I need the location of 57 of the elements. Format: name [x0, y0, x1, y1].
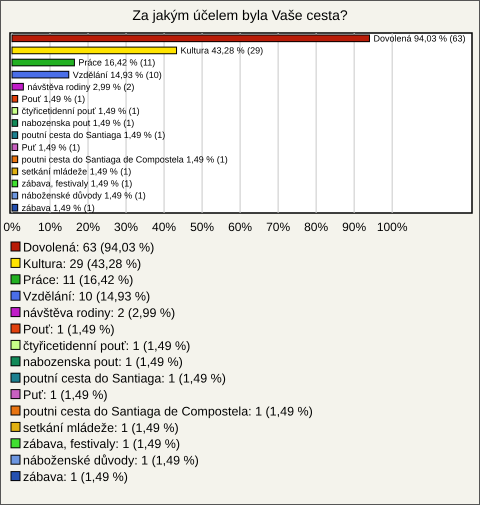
bar [12, 70, 70, 78]
bar [12, 46, 178, 54]
x-tick-label: 20% [76, 220, 100, 234]
x-tick-label: 80% [304, 220, 328, 234]
category-label: Dovolená 94,03 % (63) [373, 33, 466, 44]
text: poutni cesta do Santiaga de Compostela: 1 (1,49 %) [23, 404, 313, 418]
text: Vzdělání: 10 (14,93 %) [23, 290, 150, 304]
bar [12, 94, 18, 103]
category-label: Puť 1,49 % (1) [22, 142, 80, 152]
category-label: zábava, festivaly 1,49 % (1) [22, 178, 132, 189]
bar [12, 34, 370, 42]
text: Kultura: 29 (43,28 %) [23, 256, 142, 271]
bar [12, 82, 24, 91]
x-tick-label: 10% [38, 220, 62, 234]
text: Pouť: 1 (1,49 %) [23, 322, 115, 336]
bar [12, 155, 18, 164]
bar [12, 119, 18, 127]
text: čtyřicetidenní pouť: 1 (1,49 %) [23, 338, 190, 353]
category-label: setkání mládeže 1,49 % (1) [22, 166, 132, 177]
category-label: Práce 16,42 % (11) [78, 58, 156, 68]
x-tick-label: 40% [152, 220, 176, 234]
category-label: nabozenska pout 1,49 % (1) [22, 118, 134, 128]
text: náboženské důvody: 1 (1,49 %) [23, 454, 199, 468]
text: poutní cesta do Santiaga: 1 (1,49 %) [23, 372, 226, 386]
text: zábava: 1 (1,49 %) [23, 470, 128, 484]
bar [12, 107, 18, 115]
x-tick-label: 70% [266, 220, 290, 234]
bar [12, 192, 18, 200]
text: Dovolená: 63 (94,03 %) [23, 240, 154, 254]
category-label: zábava 1,49 % (1) [22, 202, 95, 213]
category-label: náboženské důvody 1,49 % (1) [22, 190, 146, 201]
category-label: Vzdělání 14,93 % (10) [72, 70, 162, 80]
category-label: návštěva rodiny 2,99 % (2) [27, 82, 134, 92]
text: návštěva rodiny: 2 (2,99 %) [23, 306, 176, 320]
x-tick-label: 0% [3, 220, 21, 234]
category-label: čtyřicetidenní pouť 1,49 % (1) [22, 106, 140, 116]
x-tick-label: 90% [342, 220, 366, 234]
text: setkání mládeže: 1 (1,49 %) [23, 420, 179, 435]
text: Práce: 11 (16,42 %) [23, 273, 134, 288]
text: zábava, festivaly: 1 (1,49 %) [23, 437, 180, 452]
x-tick-label: 60% [228, 220, 252, 234]
x-tick-label: 30% [114, 220, 138, 234]
text: Puť: 1 (1,49 %) [23, 388, 108, 402]
text: nabozenska pout: 1 (1,49 %) [23, 355, 183, 370]
x-tick-label: 100% [376, 220, 408, 234]
category-label: poutní cesta do Santiaga 1,49 % (1) [22, 130, 166, 140]
bar [12, 58, 75, 66]
bar [12, 180, 18, 188]
category-label: poutni cesta do Santiaga de Compostela 1,49 % (1) [22, 154, 228, 164]
category-label: Kultura 43,28 % (29) [180, 46, 264, 56]
bar [12, 131, 18, 139]
x-tick-label: 50% [190, 220, 214, 234]
bar [12, 168, 18, 176]
category-label: Pouť 1,49 % (1) [22, 94, 86, 104]
bar [12, 204, 18, 212]
bar [12, 143, 18, 152]
chart-title: Za jakým účelem byla Vaše cesta? [132, 7, 348, 23]
